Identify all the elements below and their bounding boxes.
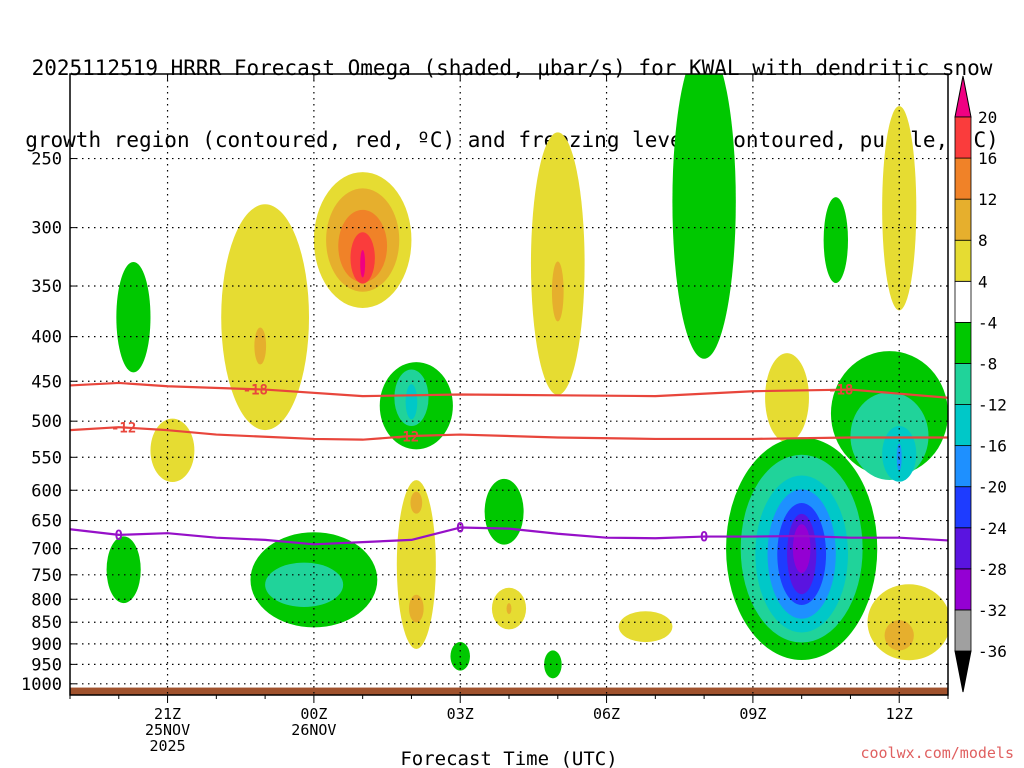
omega-cell-17: [409, 594, 424, 623]
ground-surface: [70, 687, 948, 695]
tick-label-x-9-0: 06Z: [593, 705, 620, 723]
chart-title-line-2: growth region (contoured, red, ºC) and f…: [25, 128, 999, 152]
omega-cell-21: [506, 603, 512, 615]
omega-cell-24: [551, 261, 564, 322]
colorbar-label-13: 20: [978, 108, 997, 127]
colorbar-box-12: [954, 116, 972, 159]
colorbar-label-1: -32: [978, 601, 1007, 620]
colorbar-box-3: [954, 486, 972, 529]
contour-line-2: [70, 526, 948, 546]
y-axis: 2503003504004505005506006507007508008509…: [21, 150, 76, 695]
omega-shading: [106, 74, 948, 679]
contour-label-1-0: -12: [111, 420, 136, 436]
omega-cell-9: [360, 249, 366, 278]
tick-label-x-3-0: 00Z: [300, 705, 327, 723]
contour-label-2-1: 0: [456, 521, 464, 537]
gridlines: [70, 74, 948, 695]
tick-label-y-400: 400: [31, 328, 62, 348]
omega-cell-16: [410, 491, 423, 514]
tick-label-y-450: 450: [31, 372, 62, 392]
colorbar-label-8: -4: [978, 313, 997, 332]
tick-label-y-500: 500: [31, 412, 62, 432]
contour-label-2-0: 0: [115, 528, 123, 544]
tick-label-y-350: 350: [31, 277, 62, 297]
credit-link[interactable]: coolwx.com/models: [860, 744, 1014, 762]
colorbar-box-1: [954, 568, 972, 611]
colorbar-label-4: -20: [978, 478, 1007, 497]
tick-label-y-700: 700: [31, 540, 62, 560]
colorbar: -36 -32 -28 -24 -20 -16 -12 -8 -4 4 8 12 16 20: [954, 75, 1007, 693]
colorbar-max-triangle: [954, 75, 972, 118]
colorbar-label-3: -24: [978, 519, 1007, 538]
colorbar-label-10: 8: [978, 231, 988, 250]
colorbar-box-6: [954, 363, 972, 405]
colorbar-box-0: [954, 609, 972, 652]
colorbar-box-8: [954, 280, 972, 323]
contour-label-2-2: 0: [700, 530, 708, 546]
colorbar-label-6: -12: [978, 396, 1007, 415]
tick-label-y-950: 950: [31, 655, 62, 675]
colorbar-label-11: 12: [978, 190, 997, 209]
tick-label-y-750: 750: [31, 566, 62, 586]
colorbar-label-0: -36: [978, 642, 1007, 661]
x-axis-title: Forecast Time (UTC): [400, 748, 617, 768]
colorbar-box-10: [954, 198, 972, 241]
omega-cell-1: [106, 536, 141, 604]
omega-cell-15: [396, 480, 436, 649]
omega-cell-19: [484, 478, 524, 545]
omega-cell-26: [672, 74, 736, 359]
colorbar-label-7: -8: [978, 354, 997, 373]
tick-label-x-15-0: 12Z: [886, 705, 913, 723]
omega-cell-36: [792, 524, 811, 574]
tick-label-y-1000: 1000: [21, 675, 62, 695]
omega-cell-0: [116, 261, 151, 373]
omega-cell-11: [265, 562, 344, 607]
contour-label-1-1: -12: [394, 429, 419, 445]
omega-cell-42: [867, 584, 948, 661]
colorbar-min-triangle: [954, 650, 972, 693]
colorbar-box-4: [954, 445, 972, 488]
tick-label-y-850: 850: [31, 613, 62, 633]
omega-cell-4: [150, 418, 195, 482]
colorbar-label-2: -28: [978, 560, 1007, 579]
tick-label-x-0-1: 25NOV: [145, 721, 190, 739]
colorbar-box-2: [954, 527, 972, 570]
omega-cell-28: [765, 353, 809, 443]
tick-label-x-6-0: 03Z: [447, 705, 474, 723]
tick-label-x-12-0: 09Z: [739, 705, 766, 723]
contour-label-0-0: -18: [243, 382, 268, 398]
ground-layer: [70, 687, 948, 695]
colorbar-label-5: -16: [978, 437, 1007, 456]
omega-cell-29: [823, 197, 849, 284]
omega-cell-3: [254, 327, 267, 365]
omega-cell-22: [544, 650, 562, 679]
tick-label-y-550: 550: [31, 448, 62, 468]
colorbar-box-7: [954, 321, 972, 364]
omega-cell-41: [882, 106, 917, 311]
omega-cell-43: [884, 620, 914, 651]
tick-label-x-0-0: 21Z: [154, 705, 181, 723]
tick-label-x-0-2: 2025: [149, 737, 185, 755]
contour-line-0: [70, 381, 948, 399]
tick-label-y-300: 300: [31, 219, 62, 239]
temperature-contours: -18 -18 -12 -12 0 0 0: [70, 381, 948, 546]
contour-line-1: [70, 426, 948, 441]
tick-label-y-900: 900: [31, 635, 62, 655]
contour-label-0-1: -18: [828, 383, 853, 399]
tick-label-y-600: 600: [31, 481, 62, 501]
tick-label-y-250: 250: [31, 150, 62, 170]
colorbar-box-5: [954, 404, 972, 447]
colorbar-box-9: [954, 239, 972, 282]
omega-cell-25: [618, 611, 673, 643]
tick-label-y-650: 650: [31, 512, 62, 532]
omega-cell-14: [405, 384, 418, 420]
omega-cell-2: [221, 204, 310, 431]
colorbar-box-11: [954, 157, 972, 200]
tick-label-x-3-1: 26NOV: [291, 721, 336, 739]
colorbar-label-12: 16: [978, 149, 997, 168]
tick-label-y-800: 800: [31, 590, 62, 610]
colorbar-label-9: 4: [978, 272, 988, 291]
